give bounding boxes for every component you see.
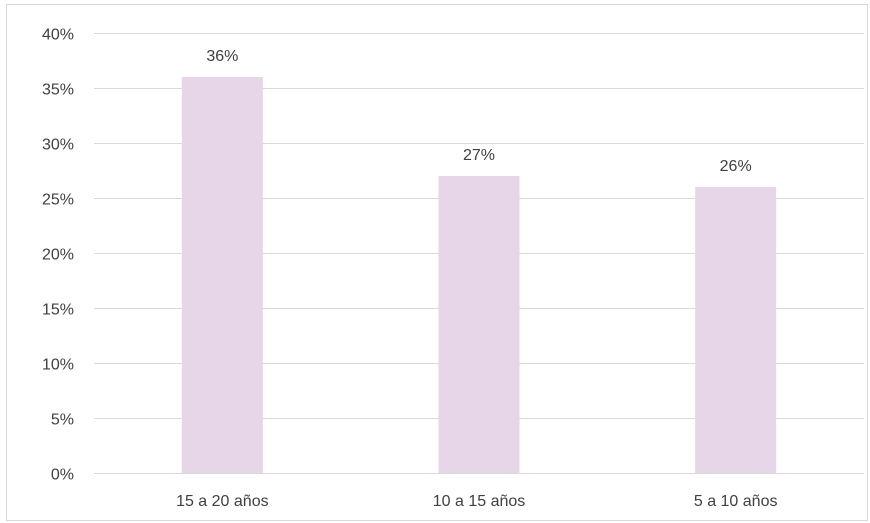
x-category-label: 15 a 20 años <box>176 493 269 510</box>
y-tick-label: 15% <box>42 302 74 319</box>
bars <box>182 77 776 473</box>
bar <box>695 187 776 473</box>
y-tick-label: 5% <box>51 412 74 429</box>
y-tick-label: 40% <box>42 27 74 44</box>
x-category-label: 5 a 10 años <box>694 493 778 510</box>
data-label: 26% <box>720 158 752 175</box>
y-tick-label: 10% <box>42 357 74 374</box>
y-axis-tick-labels: 0% 5% 10% 15% 20% 25% 30% 35% 40% <box>42 27 74 484</box>
x-category-label: 10 a 15 años <box>433 493 526 510</box>
x-axis-category-labels: 15 a 20 años 10 a 15 años 5 a 10 años <box>176 493 777 510</box>
y-tick-label: 25% <box>42 192 74 209</box>
y-tick-label: 35% <box>42 82 74 99</box>
data-labels: 36% 27% 26% <box>206 48 751 175</box>
y-tick-label: 30% <box>42 137 74 154</box>
data-label: 36% <box>206 48 238 65</box>
bar <box>182 77 263 473</box>
bar <box>439 176 520 473</box>
data-label: 27% <box>463 147 495 164</box>
y-tick-label: 0% <box>51 467 74 484</box>
y-tick-label: 20% <box>42 247 74 264</box>
